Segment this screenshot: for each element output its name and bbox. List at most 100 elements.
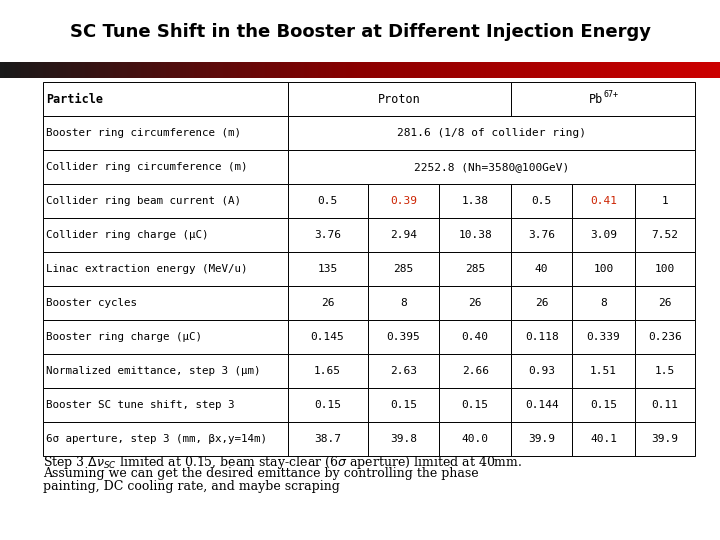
Bar: [43, 184, 287, 218]
Text: Linac extraction energy (MeV/u): Linac extraction energy (MeV/u): [47, 264, 248, 274]
Text: 1.38: 1.38: [462, 196, 489, 206]
Bar: [287, 354, 368, 388]
Text: 0.93: 0.93: [528, 366, 555, 376]
Bar: [43, 354, 287, 388]
Text: SC Tune Shift in the Booster at Different Injection Energy: SC Tune Shift in the Booster at Differen…: [70, 23, 650, 42]
Bar: [511, 218, 572, 252]
Bar: [572, 388, 635, 422]
Text: 0.40: 0.40: [462, 332, 489, 342]
Text: 26: 26: [535, 298, 549, 308]
Text: 0.236: 0.236: [648, 332, 682, 342]
Text: Jefferson Lab: Jefferson Lab: [579, 511, 670, 525]
Text: 39.9: 39.9: [528, 434, 555, 444]
Bar: [511, 320, 572, 354]
Bar: [368, 354, 439, 388]
Bar: [572, 184, 635, 218]
Text: 0.15: 0.15: [390, 400, 417, 410]
Bar: [368, 286, 439, 320]
Text: 7.52: 7.52: [652, 230, 678, 240]
Bar: [287, 422, 368, 456]
Bar: [287, 184, 368, 218]
Text: 1: 1: [662, 196, 668, 206]
Text: 1.65: 1.65: [314, 366, 341, 376]
Text: Booster cycles: Booster cycles: [47, 298, 138, 308]
Text: 3.76: 3.76: [314, 230, 341, 240]
Bar: [43, 150, 287, 184]
Text: 285: 285: [393, 264, 414, 274]
Bar: [635, 218, 695, 252]
Bar: [43, 320, 287, 354]
Text: Collider ring beam current (A): Collider ring beam current (A): [47, 196, 241, 206]
Text: 1.51: 1.51: [590, 366, 617, 376]
Text: 67+: 67+: [603, 90, 618, 99]
Bar: [635, 286, 695, 320]
Bar: [287, 150, 695, 184]
Text: painting, DC cooling rate, and maybe scraping: painting, DC cooling rate, and maybe scr…: [43, 480, 340, 493]
Text: 38.7: 38.7: [314, 434, 341, 444]
Text: Booster ring charge (μC): Booster ring charge (μC): [47, 332, 202, 342]
Bar: [43, 218, 287, 252]
Text: Booster ring circumference (m): Booster ring circumference (m): [47, 128, 241, 138]
Bar: [287, 286, 368, 320]
Bar: [287, 320, 368, 354]
Text: 100: 100: [654, 264, 675, 274]
Bar: [368, 388, 439, 422]
Bar: [43, 286, 287, 320]
Text: 0.5: 0.5: [318, 196, 338, 206]
Text: 3.09: 3.09: [590, 230, 617, 240]
Text: 0.15: 0.15: [462, 400, 489, 410]
Bar: [635, 252, 695, 286]
Text: 0.11: 0.11: [652, 400, 678, 410]
Text: 39.8: 39.8: [390, 434, 417, 444]
Bar: [287, 82, 511, 116]
Bar: [368, 218, 439, 252]
Text: 0.145: 0.145: [311, 332, 344, 342]
Text: 135: 135: [318, 264, 338, 274]
Bar: [368, 184, 439, 218]
Bar: [43, 82, 287, 116]
Text: 0.5: 0.5: [531, 196, 552, 206]
Text: 40.0: 40.0: [462, 434, 489, 444]
Text: 2.63: 2.63: [390, 366, 417, 376]
Text: 100: 100: [593, 264, 613, 274]
Text: 39.9: 39.9: [652, 434, 678, 444]
Text: 2.94: 2.94: [390, 230, 417, 240]
Bar: [43, 252, 287, 286]
Text: 8: 8: [600, 298, 607, 308]
Bar: [368, 422, 439, 456]
Bar: [511, 388, 572, 422]
Text: Collider ring charge (μC): Collider ring charge (μC): [47, 230, 209, 240]
Text: 0.15: 0.15: [590, 400, 617, 410]
Bar: [572, 218, 635, 252]
Bar: [368, 252, 439, 286]
Bar: [287, 388, 368, 422]
Bar: [511, 286, 572, 320]
Text: 2252.8 (Nh=3580@100GeV): 2252.8 (Nh=3580@100GeV): [413, 162, 569, 172]
Bar: [511, 354, 572, 388]
Text: Normalized emittance, step 3 (μm): Normalized emittance, step 3 (μm): [47, 366, 261, 376]
Text: 281.6 (1/8 of collider ring): 281.6 (1/8 of collider ring): [397, 128, 585, 138]
Bar: [511, 184, 572, 218]
Text: 8: 8: [400, 298, 407, 308]
Text: Booster SC tune shift, step 3: Booster SC tune shift, step 3: [47, 400, 235, 410]
Bar: [572, 286, 635, 320]
Bar: [43, 116, 287, 150]
Bar: [439, 218, 511, 252]
Text: Collider ring circumference (m): Collider ring circumference (m): [47, 162, 248, 172]
Text: 26: 26: [469, 298, 482, 308]
Bar: [439, 354, 511, 388]
Bar: [511, 82, 695, 116]
Text: 6σ aperture, step 3 (mm, βx,y=14m): 6σ aperture, step 3 (mm, βx,y=14m): [47, 434, 267, 444]
Text: Pb: Pb: [589, 92, 603, 106]
Bar: [287, 116, 695, 150]
Bar: [511, 422, 572, 456]
Text: 40.1: 40.1: [590, 434, 617, 444]
Bar: [287, 218, 368, 252]
Bar: [287, 252, 368, 286]
Bar: [572, 422, 635, 456]
Bar: [43, 388, 287, 422]
Bar: [635, 354, 695, 388]
Text: 0.118: 0.118: [525, 332, 559, 342]
Text: 40: 40: [535, 264, 549, 274]
Text: EIA: EIA: [39, 509, 62, 522]
